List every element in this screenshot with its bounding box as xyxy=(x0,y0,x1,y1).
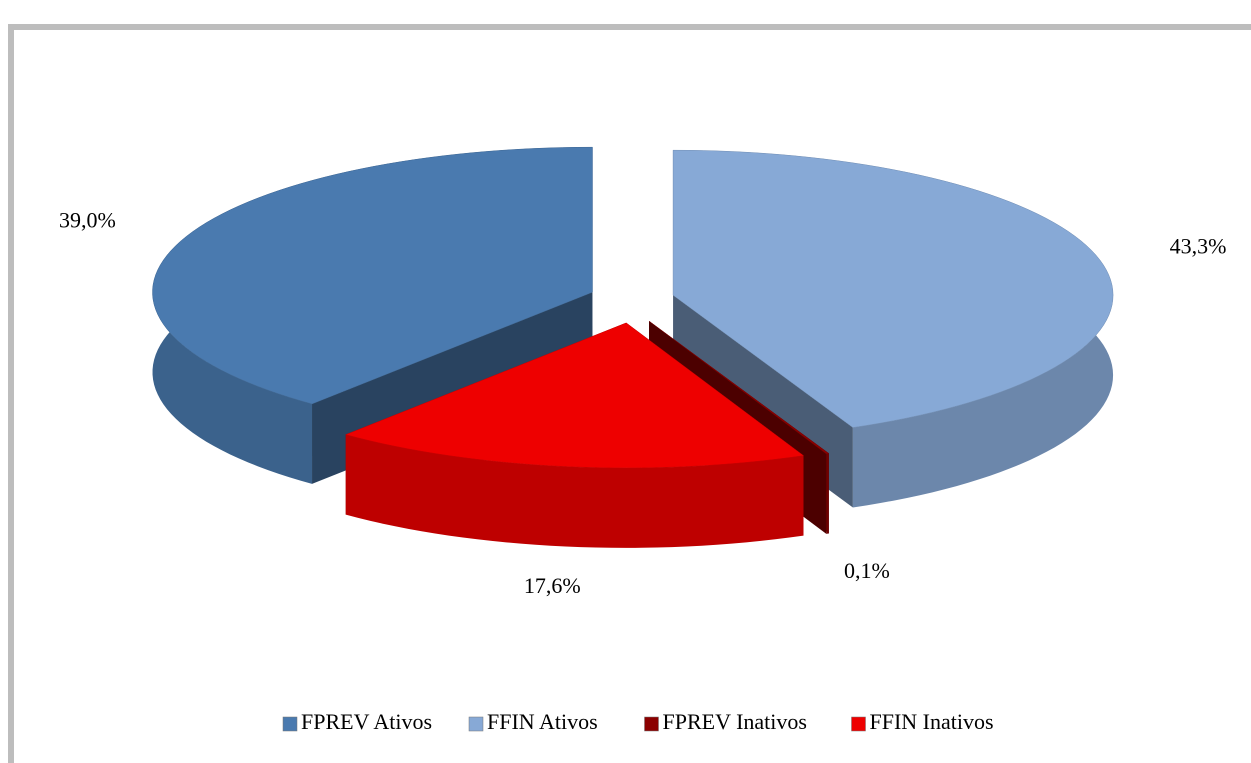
legend: FPREV Ativos FFIN Ativos FPREV Inativos FFI… xyxy=(282,709,994,734)
legend-swatch xyxy=(644,716,659,732)
slice xyxy=(648,320,830,455)
data-label: 17,6% xyxy=(524,573,581,598)
slice-side xyxy=(826,453,829,534)
slice xyxy=(152,146,593,405)
labels: 39,0% 43,3% 0,1% 17,6% xyxy=(59,207,1226,598)
slice xyxy=(344,322,805,469)
legend-swatch xyxy=(468,716,484,732)
slice xyxy=(672,149,1114,428)
legend-swatch xyxy=(282,716,298,732)
data-label: 43,3% xyxy=(1170,233,1227,258)
legend-swatch xyxy=(851,716,866,732)
legend-label: FPREV Ativos xyxy=(301,709,432,734)
legend-label: FFIN Ativos xyxy=(487,709,598,734)
legend-label: FPREV Inativos xyxy=(663,709,807,734)
legend-label: FFIN Inativos xyxy=(870,709,994,734)
pie-tops xyxy=(152,146,1114,469)
slice-side xyxy=(345,434,804,548)
data-label: 0,1% xyxy=(844,558,890,583)
data-label: 39,0% xyxy=(59,207,116,232)
